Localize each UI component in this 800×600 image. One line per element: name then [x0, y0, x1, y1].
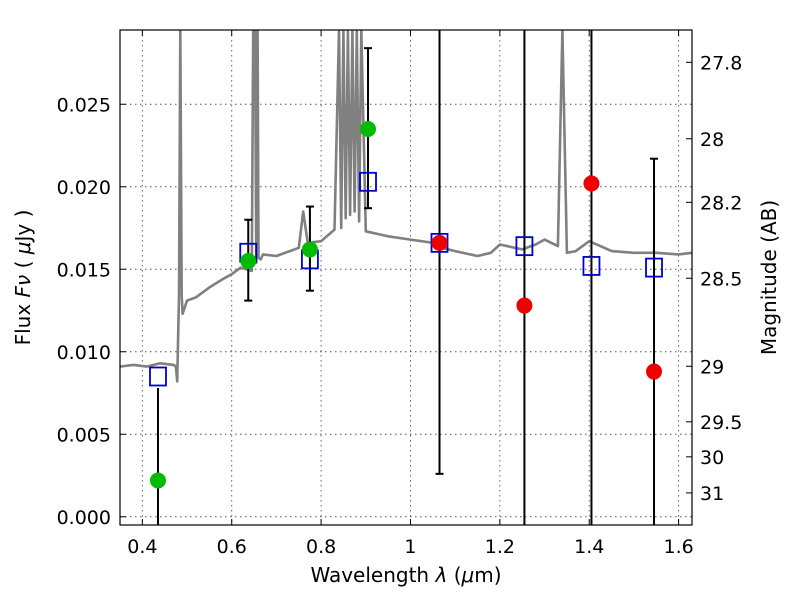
axis-ticks: 0.4 0.6 0.8 1 1.2 1.4 1.6 0.000 0.005 0.010 0.015 0… [57, 30, 742, 558]
magnitude-tick-label: 29 [700, 356, 724, 378]
upper-limit-point [431, 234, 448, 251]
model-flux-square [645, 257, 663, 278]
x-tick-label: 1.6 [663, 536, 693, 558]
grid [120, 30, 692, 525]
magnitude-tick-label: 28.2 [700, 192, 742, 214]
spectrum-line [120, 30, 692, 383]
model-flux-square [359, 171, 377, 192]
model-flux-square [582, 256, 601, 276]
x-tick-label: 1.2 [485, 536, 515, 558]
y-axis-label-symbol: Fν [11, 275, 35, 298]
y-tick-label: 0.015 [57, 259, 111, 281]
x-tick-label: 1.4 [574, 536, 604, 558]
y-tick-label: 0.005 [57, 424, 111, 446]
magnitude-tick-label: 31 [700, 483, 724, 505]
upper-limit-point [583, 175, 600, 192]
x-axis-unit-mu: μ [461, 563, 475, 587]
detection-point [360, 121, 377, 137]
plot-frame [119, 29, 693, 526]
x-axis-unit-open: ( [454, 563, 462, 587]
y-tick-label: 0.020 [57, 177, 111, 199]
y-tick-label: 0.000 [57, 507, 111, 529]
magnitude-tick-label: 29.5 [700, 412, 742, 434]
x-axis-label-text: Wavelength [310, 563, 429, 587]
model-flux-square [515, 236, 534, 257]
y-axis-unit-mu: μ [11, 242, 35, 256]
y-axis-unit-rest: Jy ) [11, 210, 35, 244]
y-axis-label: Flux Fν ( μJy ) [11, 210, 35, 346]
x-axis-label: Wavelength λ (μm) [310, 563, 501, 587]
upper-limit-point [646, 363, 663, 380]
x-tick-label: 0.4 [127, 536, 157, 558]
detection-point [301, 241, 318, 258]
x-tick-label: 0.8 [306, 536, 336, 558]
y-axis-unit-open: ( [11, 261, 35, 269]
magnitude-tick-label: 28.5 [700, 268, 742, 290]
detection-point [240, 253, 257, 269]
magnitude-axis-label: Magnitude (AB) [757, 200, 781, 355]
x-axis-unit-rest: m) [474, 563, 501, 587]
magnitude-tick-label: 28 [700, 129, 724, 151]
x-axis-label-symbol: λ [434, 563, 447, 587]
y-tick-label: 0.010 [57, 342, 111, 364]
y-axis-label-text: Flux [11, 304, 35, 346]
x-tick-label: 0.6 [217, 536, 247, 558]
x-tick-label: 1 [404, 536, 416, 558]
y-tick-label: 0.025 [57, 94, 111, 116]
upper-limit-point [516, 297, 533, 314]
model-flux-square [149, 366, 167, 387]
plot-area [120, 30, 692, 525]
detection-point [149, 472, 166, 489]
magnitude-tick-label: 30 [700, 447, 724, 469]
magnitude-tick-label: 27.8 [700, 52, 742, 74]
